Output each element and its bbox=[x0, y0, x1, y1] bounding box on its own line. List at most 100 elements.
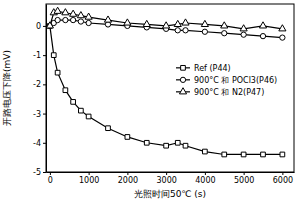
series-marker bbox=[46, 22, 53, 28]
x-tick-label: 6000 bbox=[273, 176, 293, 185]
series-marker bbox=[221, 22, 228, 28]
x-axis-title: 光照时间50℃ (s) bbox=[134, 189, 206, 199]
legend-marker bbox=[181, 65, 186, 70]
legend-item: 900°C 和 POCl3(P46) bbox=[176, 76, 277, 85]
y-tick: -2 bbox=[33, 80, 46, 89]
x-tick: 4000 bbox=[195, 172, 215, 185]
series-marker bbox=[183, 143, 188, 148]
series-marker bbox=[222, 31, 227, 36]
x-tick: 0 bbox=[48, 172, 53, 185]
series-marker bbox=[54, 7, 61, 13]
series-marker bbox=[125, 135, 130, 140]
series-marker bbox=[201, 20, 208, 26]
legend-marker bbox=[179, 88, 186, 94]
x-tick: 6000 bbox=[273, 172, 293, 185]
series-marker bbox=[78, 19, 83, 24]
y-tick-mark bbox=[43, 55, 46, 56]
series-marker bbox=[104, 16, 111, 22]
y-axis-line bbox=[46, 5, 47, 173]
series-marker bbox=[259, 22, 266, 28]
x-axis-line bbox=[47, 172, 295, 173]
series-marker bbox=[62, 9, 69, 15]
series-layer bbox=[46, 7, 286, 157]
legend-label: Ref (P44) bbox=[194, 64, 231, 73]
x-tick: 2000 bbox=[118, 172, 138, 185]
x-tick-mark bbox=[89, 172, 90, 175]
x-tick-mark bbox=[166, 172, 167, 175]
series-marker bbox=[51, 53, 56, 58]
series-marker bbox=[202, 29, 207, 34]
x-tick-mark bbox=[127, 172, 128, 175]
series-marker bbox=[63, 17, 68, 22]
series-marker bbox=[182, 19, 189, 25]
series-marker bbox=[280, 152, 285, 157]
x-tick-label: 4000 bbox=[195, 176, 215, 185]
x-tick-mark bbox=[205, 172, 206, 175]
series-marker bbox=[55, 70, 60, 75]
series-marker bbox=[85, 13, 92, 19]
legend: Ref (P44) 900°C 和 POCl3(P46) 900°C 和 N2(P4… bbox=[176, 64, 277, 97]
y-tick-label: -1 bbox=[33, 51, 41, 60]
series-line bbox=[50, 26, 283, 155]
y-tick-mark bbox=[43, 143, 46, 144]
legend-item: Ref (P44) bbox=[176, 64, 231, 73]
y-tick: 0 bbox=[36, 22, 46, 31]
series-marker bbox=[71, 100, 76, 105]
series-marker bbox=[280, 35, 285, 40]
series-marker bbox=[70, 17, 75, 22]
series-marker bbox=[260, 33, 265, 38]
series-marker bbox=[63, 88, 68, 93]
series-marker bbox=[164, 143, 169, 148]
series-marker bbox=[106, 126, 111, 131]
series-marker bbox=[144, 140, 149, 145]
y-tick-mark bbox=[43, 172, 46, 173]
series-marker bbox=[124, 19, 131, 25]
series-marker bbox=[70, 10, 77, 16]
y-tick: -3 bbox=[33, 110, 46, 119]
series-marker bbox=[203, 149, 208, 154]
series-marker bbox=[143, 20, 150, 26]
x-tick-label: 3000 bbox=[156, 176, 176, 185]
x-tick: 3000 bbox=[156, 172, 176, 185]
series-marker bbox=[241, 32, 246, 37]
y-axis-title: 开路电压下降(mV) bbox=[2, 50, 12, 126]
y-tick-label: -2 bbox=[33, 80, 41, 89]
legend-label: 900°C 和 POCl3(P46) bbox=[194, 76, 277, 85]
x-axis: 0 1000 2000 3000 4000 5000 6000 bbox=[47, 172, 295, 185]
series-marker bbox=[175, 140, 180, 145]
x-tick-label: 5000 bbox=[234, 176, 254, 185]
x-tick-label: 1000 bbox=[79, 176, 99, 185]
series-marker bbox=[55, 17, 60, 22]
x-tick: 5000 bbox=[234, 172, 254, 185]
y-tick-label: -5 bbox=[33, 168, 41, 177]
y-axis: -5 -4 -3 -2 -1 0 bbox=[33, 5, 46, 178]
y-tick-mark bbox=[43, 26, 46, 27]
x-tick-label: 0 bbox=[48, 176, 53, 185]
y-tick-label: -4 bbox=[33, 139, 41, 148]
x-tick-mark bbox=[244, 172, 245, 175]
series-marker bbox=[240, 25, 247, 31]
y-tick: -1 bbox=[33, 51, 46, 60]
series-marker bbox=[222, 152, 227, 157]
x-tick: 1000 bbox=[79, 172, 99, 185]
y-tick: -4 bbox=[33, 139, 46, 148]
series-marker bbox=[163, 22, 170, 28]
y-tick-mark bbox=[43, 84, 46, 85]
x-tick-mark bbox=[50, 172, 51, 175]
y-tick: -5 bbox=[33, 168, 46, 177]
x-tick-label: 2000 bbox=[118, 176, 138, 185]
plot-frame bbox=[46, 4, 294, 172]
y-tick-mark bbox=[43, 114, 46, 115]
plot: 0 1000 2000 3000 4000 5000 6000 -5 -4 -3 -2 -1 0 Ref … bbox=[33, 4, 294, 185]
series-marker bbox=[175, 28, 180, 33]
legend-label: 900°C 和 N2(P47) bbox=[194, 88, 264, 97]
y-tick-label: 0 bbox=[36, 22, 41, 31]
series-marker bbox=[79, 108, 84, 113]
series-marker bbox=[279, 25, 286, 31]
x-tick-mark bbox=[282, 172, 283, 175]
series-marker bbox=[183, 28, 188, 33]
legend-marker bbox=[180, 77, 185, 82]
chart: 0 1000 2000 3000 4000 5000 6000 -5 -4 -3 -2 -1 0 Ref … bbox=[0, 0, 300, 200]
series-marker bbox=[174, 20, 181, 26]
legend-item: 900°C 和 N2(P47) bbox=[176, 88, 264, 97]
